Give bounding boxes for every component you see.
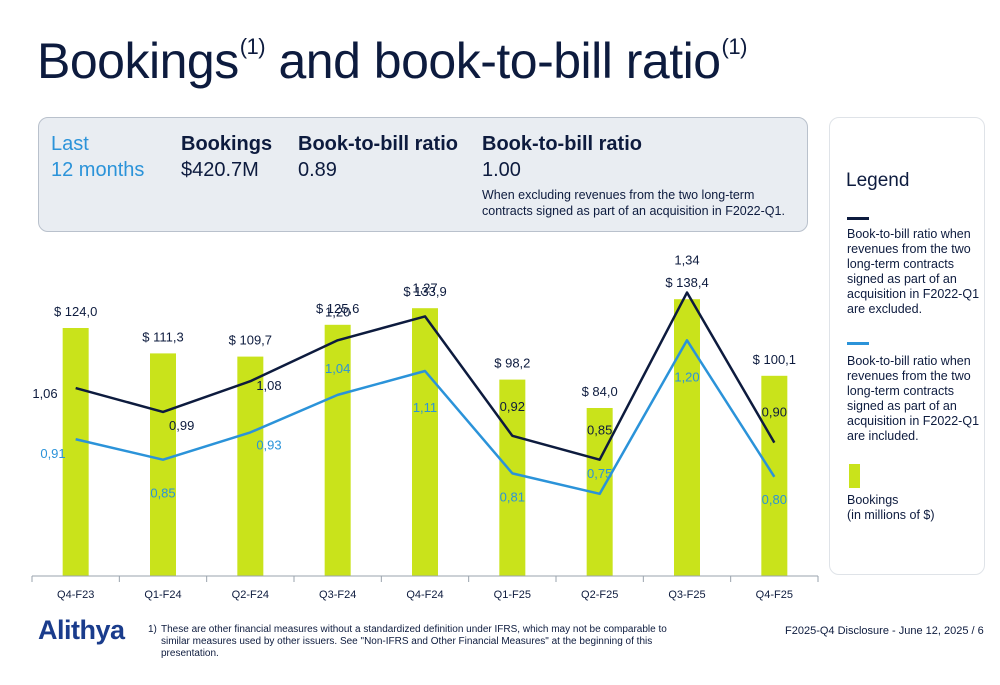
point-label-excluded: 1,34	[674, 255, 699, 268]
point-label-included: 0,93	[256, 437, 281, 452]
legend-item-included: Book-to-bill ratio when revenues from th…	[847, 354, 980, 443]
legend-title: Legend	[846, 170, 910, 191]
period-line-2: 12 months	[51, 159, 145, 181]
bar-Q1-F25	[499, 379, 526, 576]
bar-label: $ 111,3	[142, 329, 183, 344]
summary-btb: Book-to-bill ratio 0.89	[298, 131, 458, 183]
x-tick-label: Q1-F25	[494, 589, 531, 601]
x-tick-label: Q4-F25	[756, 589, 793, 601]
summary-bookings: Bookings $420.7M	[181, 131, 272, 183]
title-footnote-ref: (1)	[239, 34, 266, 59]
point-label-included: 0,91	[40, 446, 65, 461]
bookings-value: $420.7M	[181, 159, 259, 181]
legend-swatch-bookings	[849, 464, 860, 488]
point-label-excluded: 1,08	[256, 378, 281, 393]
point-label-included: 1,04	[325, 361, 350, 376]
bookings-label: Bookings	[181, 133, 273, 155]
point-label-excluded: 1,06	[32, 386, 57, 401]
btb2-note: When excluding revenues from the two lon…	[482, 188, 785, 218]
summary-box: Last 12 months Bookings $420.7M Book-to-…	[38, 117, 808, 232]
bar-Q4-F23	[62, 328, 89, 576]
bar-label: $ 98,2	[494, 356, 530, 371]
line-included	[75, 339, 776, 496]
bar-Q2-F24	[237, 356, 264, 576]
bookings-chart: $ 124,0 $ 111,3 $ 109,7 $ 125,6 $ 133,9 $ 98,…	[31, 255, 819, 601]
title-text: Bookings	[37, 33, 239, 89]
period-line-1: Last	[51, 133, 89, 155]
point-label-excluded: 0,99	[169, 418, 194, 433]
point-label-included: 0,81	[500, 489, 525, 504]
point-label-included: 0,75	[587, 466, 612, 481]
bar-label: $ 133,9	[403, 284, 446, 299]
footnote-number: 1)	[148, 624, 157, 635]
bar-Q3-F24	[324, 324, 351, 576]
bar-Q4-F24	[412, 308, 438, 576]
x-tick-label: Q4-F24	[406, 589, 443, 601]
footnote-text: These are other financial measures witho…	[161, 624, 667, 659]
line-excluded	[75, 291, 776, 461]
bar-label: $ 100,1	[753, 352, 796, 367]
legend-item-bookings: Bookings (in millions of $)	[847, 493, 935, 522]
page-title: Bookings(1) and book-to-bill ratio(1)	[37, 34, 747, 89]
point-label-excluded: 0,92	[500, 399, 525, 414]
x-tick-label: Q4-F23	[57, 589, 94, 601]
bar-label: $ 125,6	[316, 301, 359, 316]
title-footnote-ref-2: (1)	[721, 34, 748, 59]
point-label-included: 1,11	[413, 400, 437, 415]
btb-value: 0.89	[298, 159, 337, 181]
bar-label: $ 84,0	[582, 384, 618, 399]
bar-label: $ 109,7	[229, 333, 272, 348]
point-label-included: 0,80	[762, 492, 787, 507]
legend-swatch-included	[847, 342, 869, 345]
x-tick-label: Q2-F24	[232, 589, 269, 601]
btb-label: Book-to-bill ratio	[298, 133, 458, 155]
bar-label: $ 124,0	[54, 304, 97, 319]
btb2-value: 1.00	[482, 159, 521, 181]
alithya-logo: Alithya	[38, 615, 125, 645]
point-label-excluded: 1,20	[325, 304, 350, 319]
point-label-excluded: 0,90	[762, 405, 787, 420]
bar-Q1-F24	[150, 353, 176, 576]
footnote: 1) These are other financial measures wi…	[148, 624, 678, 660]
x-tick-label: Q2-F25	[581, 589, 618, 601]
legend-item-excluded: Book-to-bill ratio when revenues from th…	[847, 227, 980, 316]
point-label-included: 0,85	[150, 486, 175, 501]
x-tick-label: Q3-F24	[319, 589, 356, 601]
summary-period: Last 12 months	[51, 131, 144, 183]
legend: Legend Book-to-bill ratio when revenues …	[829, 117, 985, 575]
summary-btb-excluded: Book-to-bill ratio 1.00 When excluding r…	[482, 131, 792, 219]
point-label-excluded: 1,27	[412, 280, 437, 295]
btb2-label: Book-to-bill ratio	[482, 133, 642, 155]
x-tick-label: Q3-F25	[668, 589, 705, 601]
footer-disclosure: F2025-Q4 Disclosure - June 12, 2025 / 6	[785, 625, 984, 637]
bar-label: $ 138,4	[665, 275, 708, 290]
x-tick-label: Q1-F24	[144, 589, 181, 601]
point-label-included: 1,20	[674, 369, 699, 384]
title-text-cont: and book-to-bill ratio	[265, 33, 721, 89]
legend-swatch-excluded	[847, 217, 869, 220]
bar-Q3-F25	[674, 299, 700, 576]
point-label-excluded: 0,85	[587, 423, 612, 438]
